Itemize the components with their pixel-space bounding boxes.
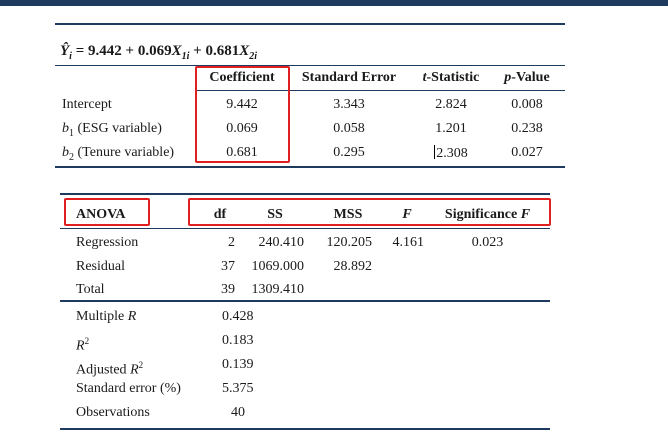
row-df: 2 <box>228 235 235 250</box>
regression-bottom-rule <box>55 166 565 168</box>
anova-bottom-rule <box>60 428 550 430</box>
row-se: 0.295 <box>333 145 365 160</box>
header-standard-error: Standard Error <box>301 70 397 85</box>
stat-label: Adjusted R2 <box>76 360 144 378</box>
row-mss: 120.205 <box>326 235 373 250</box>
anova-title-highlight-box <box>64 198 150 226</box>
row-label: Intercept <box>62 97 112 112</box>
anova-stats-rule <box>60 300 550 302</box>
anova-top-rule <box>60 193 550 195</box>
row-t: 2.308 <box>434 145 468 161</box>
stat-value: 0.428 <box>222 309 254 324</box>
row-se: 0.058 <box>333 121 365 136</box>
stat-value: 0.139 <box>222 357 254 372</box>
anova-header-f: F <box>402 207 412 222</box>
anova-header-significance: Significance F <box>444 207 531 222</box>
row-ss: 1069.000 <box>251 259 305 274</box>
row-p: 0.008 <box>511 97 543 112</box>
row-coef: 9.442 <box>226 97 258 112</box>
row-coef: 0.681 <box>226 145 258 160</box>
stat-label: Observations <box>76 405 150 420</box>
anova-header-mss: MSS <box>333 207 363 222</box>
row-t: 1.201 <box>435 121 467 136</box>
anova-header-rule <box>60 228 550 229</box>
regression-equation: Ŷi = 9.442 + 0.069X1i + 0.681X2i <box>60 43 257 62</box>
top-rule <box>55 23 565 25</box>
row-label: Residual <box>76 259 125 274</box>
stat-label: Standard error (%) <box>76 381 181 396</box>
row-se: 3.343 <box>333 97 365 112</box>
stat-value: 0.183 <box>222 333 254 348</box>
row-p: 0.238 <box>511 121 543 136</box>
row-df: 37 <box>221 259 235 274</box>
row-label: Total <box>76 282 105 297</box>
row-label: b1 (ESG variable) <box>62 121 162 139</box>
text-cursor <box>434 145 436 159</box>
header-coefficient: Coefficient <box>209 70 275 85</box>
anova-title: ANOVA <box>76 207 126 222</box>
row-ss: 240.410 <box>258 235 305 250</box>
equation-underline <box>55 65 565 66</box>
stat-value: 40 <box>231 405 245 420</box>
stat-value: 5.375 <box>222 381 254 396</box>
row-label: Regression <box>76 235 139 250</box>
header-rule <box>196 90 565 91</box>
stat-label: Multiple R <box>76 309 137 324</box>
row-label: b2 (Tenure variable) <box>62 145 175 163</box>
row-p: 0.027 <box>511 145 543 160</box>
row-coef: 0.069 <box>226 121 258 136</box>
anova-header-ss: SS <box>267 207 283 222</box>
equation-lhs: Ŷ <box>60 43 70 59</box>
row-significance: 0.023 <box>471 235 504 250</box>
row-df: 39 <box>221 282 235 297</box>
row-f: 4.161 <box>392 235 425 250</box>
row-mss: 28.892 <box>333 259 373 274</box>
header-t-statistic: t-Statistic <box>422 70 480 85</box>
anova-header-highlight-box <box>188 198 551 226</box>
row-ss: 1309.410 <box>251 282 305 297</box>
row-t: 2.824 <box>435 97 467 112</box>
header-p-value: p-Value <box>504 70 550 85</box>
top-banner-bar <box>0 0 668 6</box>
stat-label: R2 <box>76 336 90 354</box>
anova-header-df: df <box>213 207 227 222</box>
coefficient-highlight-box <box>195 66 290 163</box>
